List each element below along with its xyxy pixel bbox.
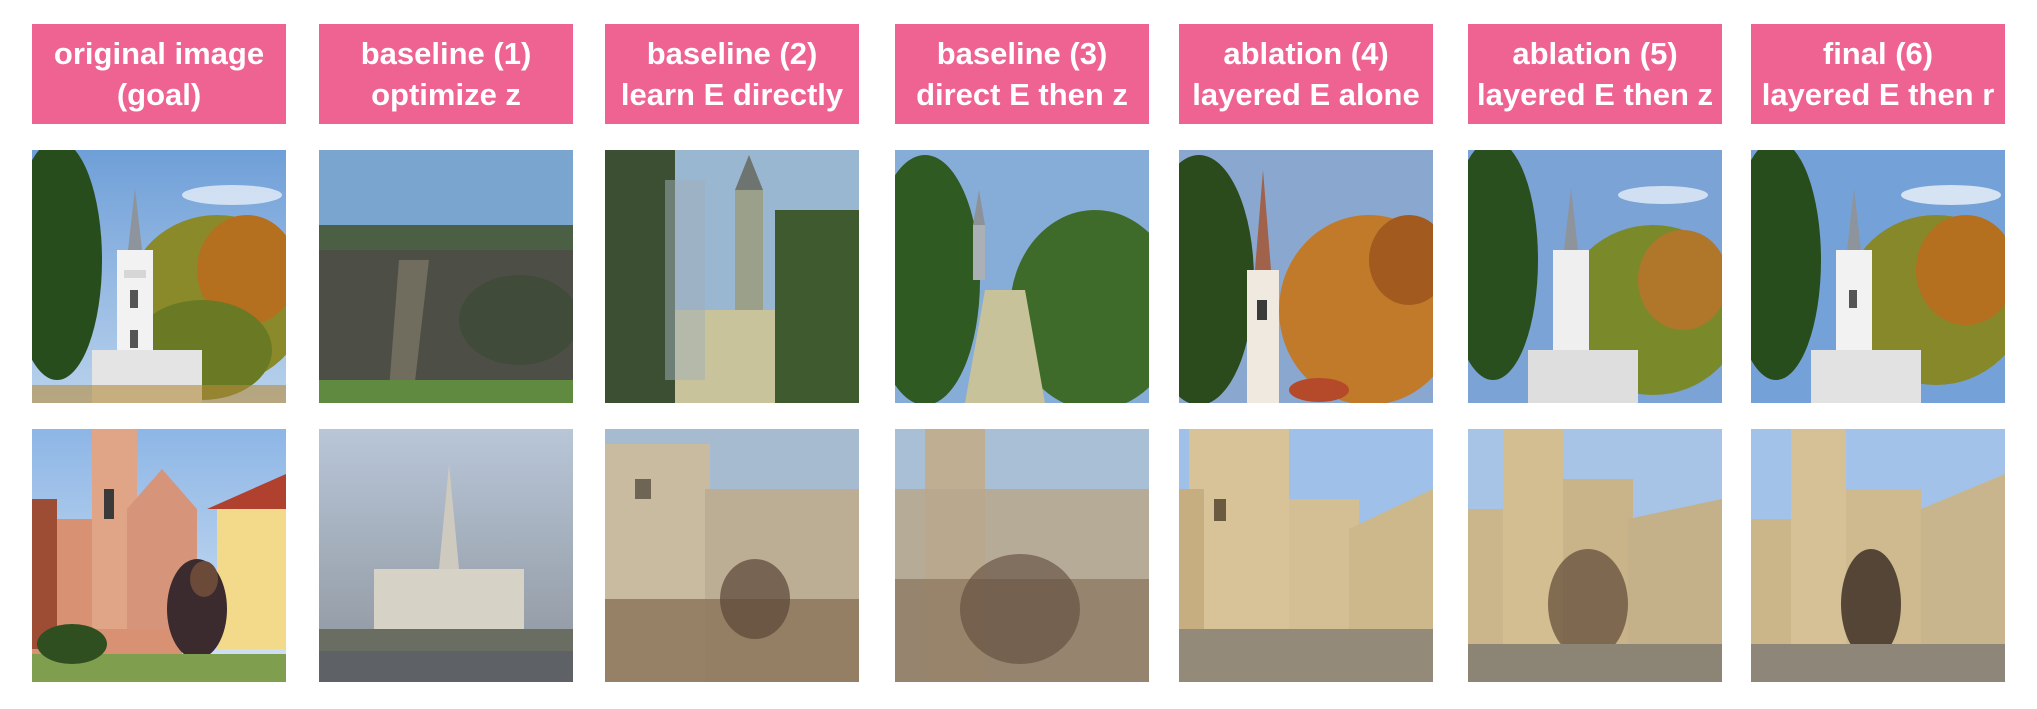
image-cathedral-ablation-4 <box>1179 429 1433 682</box>
header-line1: ablation (4) <box>1223 36 1389 71</box>
column-header: original image (goal) <box>32 24 286 124</box>
image-cathedral-ablation-5 <box>1468 429 1722 682</box>
header-line1: baseline (2) <box>646 36 818 71</box>
image-church-ablation-4 <box>1179 150 1433 403</box>
header-line1: final (6) <box>1822 36 1934 71</box>
image-church-ablation-5 <box>1468 150 1722 403</box>
column-final-6: final (6) layered E then r <box>1751 0 2005 709</box>
column-ablation-5: ablation (5) layered E then z <box>1468 0 1722 709</box>
header-line1: baseline (3) <box>936 36 1108 71</box>
column-header: baseline (2) learn E directly <box>605 24 859 124</box>
image-church-baseline-3 <box>895 150 1149 403</box>
column-header: baseline (1) optimize z <box>319 24 573 124</box>
header-line2: direct E then z <box>916 77 1128 112</box>
column-baseline-2: baseline (2) learn E directly <box>605 0 859 709</box>
image-cathedral-baseline-1 <box>319 429 573 682</box>
header-line2: layered E then r <box>1761 77 1995 112</box>
column-header: ablation (4) layered E alone <box>1179 24 1433 124</box>
column-baseline-3: baseline (3) direct E then z <box>895 0 1149 709</box>
image-cathedral-baseline-2 <box>605 429 859 682</box>
column-baseline-1: baseline (1) optimize z <box>319 0 573 709</box>
header-line1: ablation (5) <box>1512 36 1678 71</box>
header-line2: (goal) <box>116 77 202 112</box>
header-line2: learn E directly <box>620 77 844 112</box>
image-cathedral-baseline-3 <box>895 429 1149 682</box>
image-church-final-6 <box>1751 150 2005 403</box>
column-header: ablation (5) layered E then z <box>1468 24 1722 124</box>
column-original: original image (goal) <box>32 0 286 709</box>
header-line2: optimize z <box>371 77 521 112</box>
header-line1: baseline (1) <box>360 36 532 71</box>
image-church-baseline-2 <box>605 150 859 403</box>
header-line1: original image <box>53 36 265 71</box>
header-line2: layered E alone <box>1192 77 1420 112</box>
column-ablation-4: ablation (4) layered E alone <box>1179 0 1433 709</box>
image-cathedral-final-6 <box>1751 429 2005 682</box>
header-line2: layered E then z <box>1476 77 1714 112</box>
column-header: final (6) layered E then r <box>1751 24 2005 124</box>
image-church-original <box>32 150 286 403</box>
image-cathedral-original <box>32 429 286 682</box>
image-church-baseline-1 <box>319 150 573 403</box>
column-header: baseline (3) direct E then z <box>895 24 1149 124</box>
